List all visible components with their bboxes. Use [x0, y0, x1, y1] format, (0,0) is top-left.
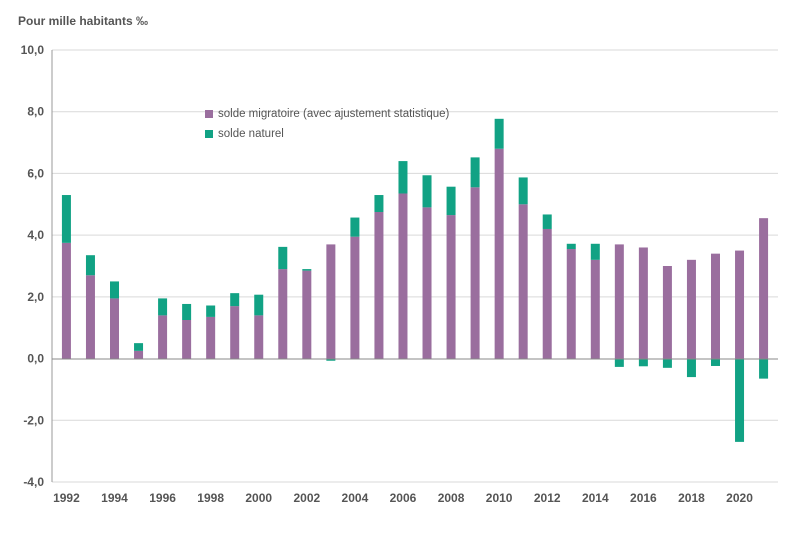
- bar-solde-naturel: [85, 255, 95, 276]
- y-axis-unit-label: Pour mille habitants ‰: [18, 14, 149, 28]
- bar-solde-migratoire: [470, 187, 480, 359]
- bar-solde-migratoire: [134, 350, 144, 359]
- bar-solde-naturel: [230, 293, 240, 307]
- bar-solde-naturel: [566, 243, 576, 250]
- bar-solde-migratoire: [110, 298, 120, 359]
- bar-solde-migratoire: [182, 320, 192, 359]
- bar-solde-migratoire: [326, 244, 336, 359]
- bar-solde-naturel: [494, 118, 504, 149]
- bar-solde-naturel: [686, 358, 696, 378]
- bar-solde-migratoire: [302, 270, 312, 359]
- bar-solde-naturel: [710, 358, 720, 366]
- y-tick-label: -4,0: [23, 475, 44, 489]
- legend-swatch-solde-naturel: [205, 130, 213, 138]
- bar-solde-naturel: [542, 214, 552, 229]
- bar-solde-migratoire: [662, 266, 672, 359]
- y-tick-label: -2,0: [23, 413, 44, 427]
- bar-solde-migratoire: [710, 253, 720, 359]
- bar-solde-migratoire: [566, 249, 576, 359]
- bar-solde-migratoire: [446, 215, 456, 359]
- bar-solde-naturel: [446, 186, 456, 216]
- bar-solde-migratoire: [494, 148, 504, 359]
- x-tick-labels: 1992 1994 1996 1998 2000 2002 2004 2006 2008 2010…: [53, 491, 753, 505]
- legend-label-solde-migratoire: solde migratoire (avec ajustement statis…: [218, 108, 450, 120]
- bar-solde-migratoire: [638, 247, 648, 359]
- bar-solde-naturel: [110, 281, 120, 299]
- bar-solde-migratoire: [158, 315, 168, 359]
- x-tick-label: 2014: [582, 491, 609, 505]
- bar-solde-naturel: [61, 195, 71, 243]
- bar-solde-migratoire: [206, 316, 216, 359]
- bar-solde-migratoire: [735, 250, 745, 359]
- y-tick-label: 4,0: [27, 228, 44, 242]
- legend-swatch-solde-migratoire: [205, 110, 213, 118]
- bar-solde-migratoire: [230, 306, 240, 359]
- bar-solde-migratoire: [759, 218, 769, 359]
- bar-solde-naturel: [470, 157, 480, 188]
- bar-solde-naturel: [254, 294, 264, 316]
- x-tick-label: 1998: [197, 491, 224, 505]
- y-tick-label: 10,0: [21, 43, 45, 57]
- y-tick-labels: -4,0 -2,0 0,0 2,0 4,0 6,0 8,0 10,0: [21, 43, 45, 489]
- bars: [61, 118, 769, 442]
- legend-label-solde-naturel: solde naturel: [218, 128, 284, 140]
- legend: solde migratoire (avec ajustement statis…: [205, 104, 449, 144]
- legend-item-solde-naturel: solde naturel: [205, 124, 449, 144]
- bar-solde-migratoire: [350, 236, 360, 359]
- bar-solde-migratoire: [422, 207, 432, 359]
- x-tick-label: 2020: [726, 491, 753, 505]
- bar-solde-migratoire: [374, 212, 384, 359]
- bar-solde-naturel: [374, 195, 384, 212]
- bar-solde-migratoire: [398, 193, 408, 359]
- x-tick-label: 2018: [678, 491, 705, 505]
- x-tick-label: 1996: [149, 491, 176, 505]
- x-tick-label: 2012: [534, 491, 561, 505]
- bar-solde-naturel: [134, 343, 144, 351]
- bar-solde-migratoire: [590, 259, 600, 359]
- bar-solde-naturel: [590, 243, 600, 260]
- bar-solde-migratoire: [686, 259, 696, 359]
- bar-solde-migratoire: [614, 244, 624, 359]
- x-tick-label: 2004: [342, 491, 369, 505]
- bar-solde-migratoire: [278, 269, 288, 359]
- bar-solde-naturel: [302, 269, 312, 271]
- bar-solde-naturel: [759, 358, 769, 379]
- bar-solde-migratoire: [254, 315, 264, 359]
- x-tick-label: 2016: [630, 491, 657, 505]
- y-tick-label: 6,0: [27, 166, 44, 180]
- bar-solde-migratoire: [518, 204, 528, 359]
- bar-solde-migratoire: [542, 228, 552, 359]
- bar-solde-naturel: [735, 358, 745, 442]
- legend-item-solde-migratoire: solde migratoire (avec ajustement statis…: [205, 104, 449, 124]
- x-tick-label: 2010: [486, 491, 513, 505]
- x-tick-label: 2008: [438, 491, 465, 505]
- bar-solde-naturel: [518, 177, 528, 205]
- x-tick-label: 1994: [101, 491, 128, 505]
- x-tick-label: 2000: [245, 491, 272, 505]
- bar-solde-migratoire: [85, 275, 95, 359]
- bar-solde-naturel: [638, 358, 648, 367]
- gridlines: [52, 49, 778, 483]
- x-tick-label: 2002: [293, 491, 320, 505]
- bar-solde-naturel: [278, 246, 288, 270]
- y-tick-label: 8,0: [27, 105, 44, 119]
- bar-solde-migratoire: [61, 242, 71, 359]
- y-tick-label: 0,0: [27, 352, 44, 366]
- bar-solde-naturel: [206, 305, 216, 317]
- bar-solde-naturel: [350, 217, 360, 237]
- y-tick-label: 2,0: [27, 290, 44, 304]
- bar-solde-naturel: [662, 358, 672, 368]
- x-tick-label: 1992: [53, 491, 80, 505]
- bar-solde-naturel: [614, 358, 624, 367]
- bar-solde-naturel: [422, 175, 432, 208]
- x-tick-label: 2006: [390, 491, 417, 505]
- bar-solde-naturel: [326, 358, 336, 361]
- bar-solde-naturel: [182, 303, 192, 320]
- bar-solde-naturel: [158, 298, 168, 316]
- bar-solde-naturel: [398, 161, 408, 194]
